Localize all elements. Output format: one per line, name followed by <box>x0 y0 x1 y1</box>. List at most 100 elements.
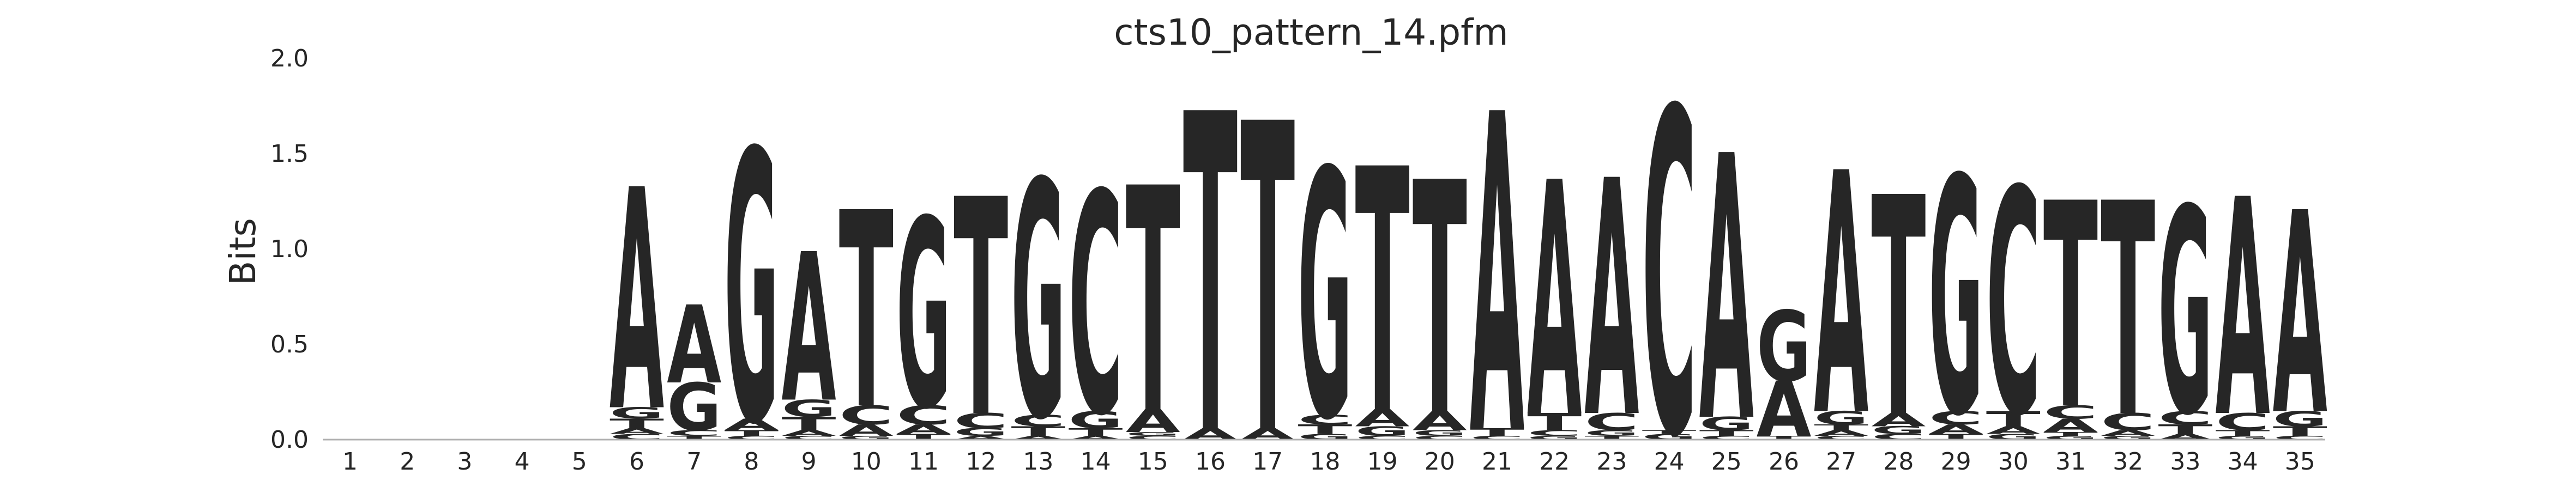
svg-text:G: G <box>2273 407 2327 431</box>
svg-text:G: G <box>2101 435 2155 441</box>
x-tick-label: 26 <box>1769 448 1799 476</box>
x-tick-label: 3 <box>457 448 472 476</box>
logo-letter-G: G <box>667 370 721 446</box>
svg-text:G: G <box>1814 407 1868 429</box>
x-tick-label: 4 <box>515 448 530 476</box>
chart-title: cts10_pattern_14.pfm <box>1114 11 1508 53</box>
svg-text:C: C <box>1929 407 1983 429</box>
logo-letter-A: A <box>954 435 1008 441</box>
logo-letter-T: T <box>724 429 779 438</box>
svg-text:G: G <box>839 435 894 441</box>
svg-text:T: T <box>610 416 664 431</box>
svg-text:A: A <box>610 427 664 436</box>
logo-letter-A: A <box>2273 155 2328 477</box>
y-tick-label: 1.0 <box>270 235 309 263</box>
logo-letter-A: A <box>1011 435 1065 441</box>
logo-letter-G: G <box>1929 111 1983 488</box>
logo-letter-G: G <box>839 435 894 441</box>
x-tick-label: 2 <box>400 448 415 476</box>
svg-text:T: T <box>1814 423 1868 432</box>
svg-text:C: C <box>1355 435 1410 441</box>
svg-text:G: G <box>1126 431 1180 437</box>
logo-letter-T: T <box>667 435 721 441</box>
logo-letter-T: T <box>1871 135 1926 484</box>
svg-text:T: T <box>1069 426 1123 438</box>
logo-letter-T: T <box>1298 422 1352 437</box>
logo-letter-T: T <box>2273 424 2327 439</box>
logo-letter-C: C <box>2273 435 2327 441</box>
x-tick-label: 9 <box>801 448 817 476</box>
svg-text:A: A <box>896 422 951 437</box>
x-tick-label: 30 <box>1998 448 2029 476</box>
x-tick-label: 1 <box>342 448 358 476</box>
svg-text:A: A <box>1069 435 1123 441</box>
svg-text:T: T <box>2101 142 2156 482</box>
x-tick-label: 12 <box>966 448 996 476</box>
svg-text:G: G <box>1757 291 1811 403</box>
logo-letter-A: A <box>782 210 837 448</box>
logo-letter-C: C <box>896 400 951 431</box>
svg-text:A: A <box>2101 429 2155 438</box>
svg-text:G: G <box>1355 424 1410 439</box>
svg-text:A: A <box>1986 424 2041 436</box>
logo-letter-A: A <box>1470 25 1525 493</box>
logo-letter-A: A <box>2101 429 2155 438</box>
svg-text:C: C <box>1011 412 1065 430</box>
svg-text:A: A <box>667 284 721 408</box>
logo-letter-T: T <box>1527 409 1582 436</box>
svg-text:A: A <box>2273 155 2328 477</box>
svg-text:G: G <box>1527 435 1582 441</box>
svg-text:A: A <box>1929 422 1983 437</box>
svg-text:A: A <box>1699 80 1754 490</box>
svg-text:C: C <box>2158 407 2212 429</box>
svg-text:C: C <box>1126 435 1180 441</box>
x-tick-label: 21 <box>1482 448 1512 476</box>
svg-text:G: G <box>2043 435 2098 441</box>
svg-text:T: T <box>1126 124 1181 482</box>
svg-text:A: A <box>610 126 665 479</box>
svg-text:C: C <box>2101 408 2155 435</box>
logo-letter-C: C <box>954 409 1008 433</box>
y-axis-ticks: 0.0 0.5 1.0 1.5 2.0 <box>270 45 309 454</box>
svg-text:T: T <box>954 138 1009 484</box>
svg-text:C: C <box>667 429 721 438</box>
logo-letter-T: T <box>1240 35 1295 493</box>
svg-text:T: T <box>1757 435 1811 441</box>
logo-letter-C: C <box>2216 408 2270 435</box>
svg-text:G: G <box>610 404 664 422</box>
x-tick-label: 10 <box>851 448 882 476</box>
svg-text:T: T <box>1298 422 1352 437</box>
logo-letter-C: C <box>782 435 836 441</box>
x-tick-label: 20 <box>1425 448 1455 476</box>
logo-letter-T: T <box>954 138 1009 484</box>
logo-letter-T: T <box>2158 422 2212 437</box>
logo-letter-A: A <box>1527 115 1582 489</box>
svg-text:C: C <box>1584 408 1639 435</box>
svg-text:T: T <box>2273 424 2327 439</box>
logo-letter-T: T <box>1355 100 1410 489</box>
logo-letter-A: A <box>1355 405 1410 432</box>
svg-text:T: T <box>1470 426 1524 438</box>
logo-letter-A: A <box>2216 136 2271 483</box>
x-tick-label: 23 <box>1596 448 1627 476</box>
logo-letter-C: C <box>2043 402 2098 423</box>
logo-letter-T: T <box>1011 424 1065 439</box>
logo-letter-T: T <box>1814 423 1868 432</box>
logo-letter-C: C <box>1126 435 1180 441</box>
logo-letter-A: A <box>2043 415 2098 436</box>
logo-letter-A: A <box>610 126 665 479</box>
logo-letter-A: A <box>1871 410 1926 431</box>
logo-letter-C: C <box>2158 407 2212 429</box>
logo-letter-A: A <box>839 422 894 440</box>
x-tick-label: 15 <box>1138 448 1168 476</box>
svg-text:C: C <box>1527 429 1582 438</box>
logo-letter-C: C <box>1470 435 1524 441</box>
logo-letter-G: G <box>1298 100 1352 493</box>
logo-letter-G: G <box>2158 149 2212 478</box>
logo-letter-A: A <box>1699 80 1754 493</box>
logo-letter-G: G <box>2216 435 2270 441</box>
svg-text:C: C <box>839 400 894 431</box>
svg-text:A: A <box>1011 435 1065 441</box>
